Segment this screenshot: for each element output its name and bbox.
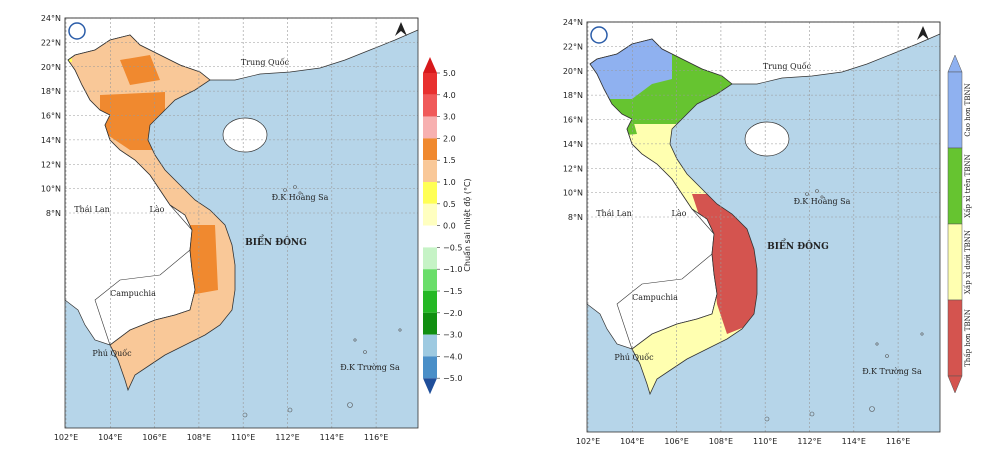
lon-tick-label: 108°E [187, 433, 211, 442]
colorbar-label: Chuẩn sai nhiệt độ (°C) [462, 178, 472, 271]
place-label: Lào [150, 205, 165, 214]
colorbar-extend [423, 57, 437, 73]
legend-swatch [947, 223, 963, 301]
lat-tick-label: 12°N [41, 160, 61, 169]
lat-tick-label: 14°N [41, 136, 61, 145]
colorbar-tick-label: 5.0 [443, 69, 456, 78]
place-label: Đ.K Trường Sa [340, 363, 400, 372]
lon-tick-label: 110°E [753, 437, 777, 446]
colorbar-tick-label: 0.0 [443, 222, 456, 231]
map-temperature: 24°N 22°N 20°N 18°N 16°N 14°N 12°N 10°N 8°N 102°E… [41, 14, 419, 442]
colorbar-tick-label: −4.0 [443, 352, 462, 361]
colorbar-segment [423, 312, 437, 335]
colorbar-segment [423, 73, 437, 95]
place-label: Đ.K Hoàng Sa [794, 197, 851, 206]
colorbar-tick-label: −1.0 [443, 265, 462, 274]
colorbar-segment [423, 160, 437, 182]
lat-tick-label: 10°N [563, 189, 583, 198]
map-frame [586, 21, 941, 433]
colorbar-segment [423, 225, 437, 248]
map-category: 24°N 22°N 20°N 18°N 16°N 14°N 12°N 10°N 8°N 102°E… [563, 18, 941, 446]
lat-tick-label: 8°N [568, 213, 583, 222]
legend-swatch [947, 71, 963, 149]
lon-tick-label: 112°E [275, 433, 299, 442]
colorbar-segment [423, 247, 437, 270]
colorbar-tick-label: −2.0 [443, 309, 462, 318]
colorbar-segment [423, 138, 437, 161]
lon-tick-label: 110°E [231, 433, 255, 442]
colorbar-tick-label: −0.5 [443, 243, 462, 252]
colorbar-tick-label: 4.0 [443, 91, 456, 100]
colorbar-segment [423, 356, 437, 379]
colorbar-segment [423, 269, 437, 291]
colorbar-tick-label: 2.0 [443, 134, 456, 143]
place-label: Phú Quốc [614, 353, 654, 362]
lon-tick-label: 116°E [364, 433, 388, 442]
place-label: BIỂN ĐÔNG [767, 238, 829, 252]
map-frame [64, 17, 419, 429]
colorbar-tick-label: 1.5 [443, 156, 456, 165]
colorbar-tick-label: −3.0 [443, 331, 462, 340]
lat-tick-label: 20°N [41, 63, 61, 72]
colorbar-tick-label: −5.0 [443, 374, 462, 383]
lon-tick-label: 114°E [320, 433, 344, 442]
legend-label: Thấp hơn TBNN [963, 309, 972, 367]
lat-tick-label: 8°N [46, 209, 61, 218]
place-label: Campuchia [110, 289, 156, 298]
lat-tick-label: 14°N [563, 140, 583, 149]
place-label: Đ.K Hoàng Sa [272, 193, 329, 202]
place-label: Phú Quốc [92, 349, 132, 358]
lon-tick-label: 104°E [98, 433, 122, 442]
lat-tick-label: 22°N [563, 42, 583, 51]
place-label: Trung Quốc [763, 62, 812, 71]
legend-extend [947, 54, 963, 73]
place-label: Trung Quốc [241, 58, 290, 67]
place-label: BIỂN ĐÔNG [245, 234, 307, 248]
place-label: Campuchia [632, 293, 678, 302]
lon-tick-label: 108°E [709, 437, 733, 446]
lat-tick-label: 18°N [41, 87, 61, 96]
lon-tick-label: 102°E [54, 433, 78, 442]
lat-tick-label: 10°N [41, 185, 61, 194]
legend-label: Cao hơn TBNN [964, 83, 972, 137]
lon-tick-label: 114°E [842, 437, 866, 446]
colorbar-extend [423, 378, 437, 395]
place-label: Đ.K Trường Sa [862, 367, 922, 376]
place-label: Thái Lan [596, 209, 632, 218]
colorbar-segment [423, 94, 437, 117]
lat-tick-label: 24°N [41, 14, 61, 23]
place-label: Lào [672, 209, 687, 218]
lat-tick-label: 22°N [41, 38, 61, 47]
lon-tick-label: 106°E [142, 433, 166, 442]
legend-extend [947, 375, 963, 394]
colorbar-tick-label: 1.0 [443, 178, 456, 187]
lon-tick-label: 102°E [576, 437, 600, 446]
colorbar-tick-label: 3.0 [443, 113, 456, 122]
lat-tick-label: 24°N [563, 18, 583, 27]
legend-swatch [947, 147, 963, 225]
place-label: Thái Lan [74, 205, 110, 214]
legend-swatch [947, 299, 963, 377]
lon-tick-label: 104°E [620, 437, 644, 446]
lat-tick-label: 16°N [563, 116, 583, 125]
colorbar-segment [423, 182, 437, 204]
lat-tick-label: 18°N [563, 91, 583, 100]
lat-tick-label: 12°N [563, 164, 583, 173]
lat-tick-label: 16°N [41, 112, 61, 121]
lon-tick-label: 116°E [886, 437, 910, 446]
colorbar-tick-label: −1.5 [443, 287, 462, 296]
colorbar-segment [423, 116, 437, 139]
legend-label: Xấp xỉ trên TBNN [963, 154, 972, 218]
lat-tick-label: 20°N [563, 67, 583, 76]
lon-tick-label: 112°E [797, 437, 821, 446]
colorbar-segment [423, 334, 437, 357]
legend-label: Xấp xỉ dưới TBNN [963, 230, 972, 294]
colorbar-tick-label: 0.5 [443, 200, 456, 209]
lon-tick-label: 106°E [664, 437, 688, 446]
colorbar-segment [423, 291, 437, 313]
colorbar-segment [423, 203, 437, 226]
